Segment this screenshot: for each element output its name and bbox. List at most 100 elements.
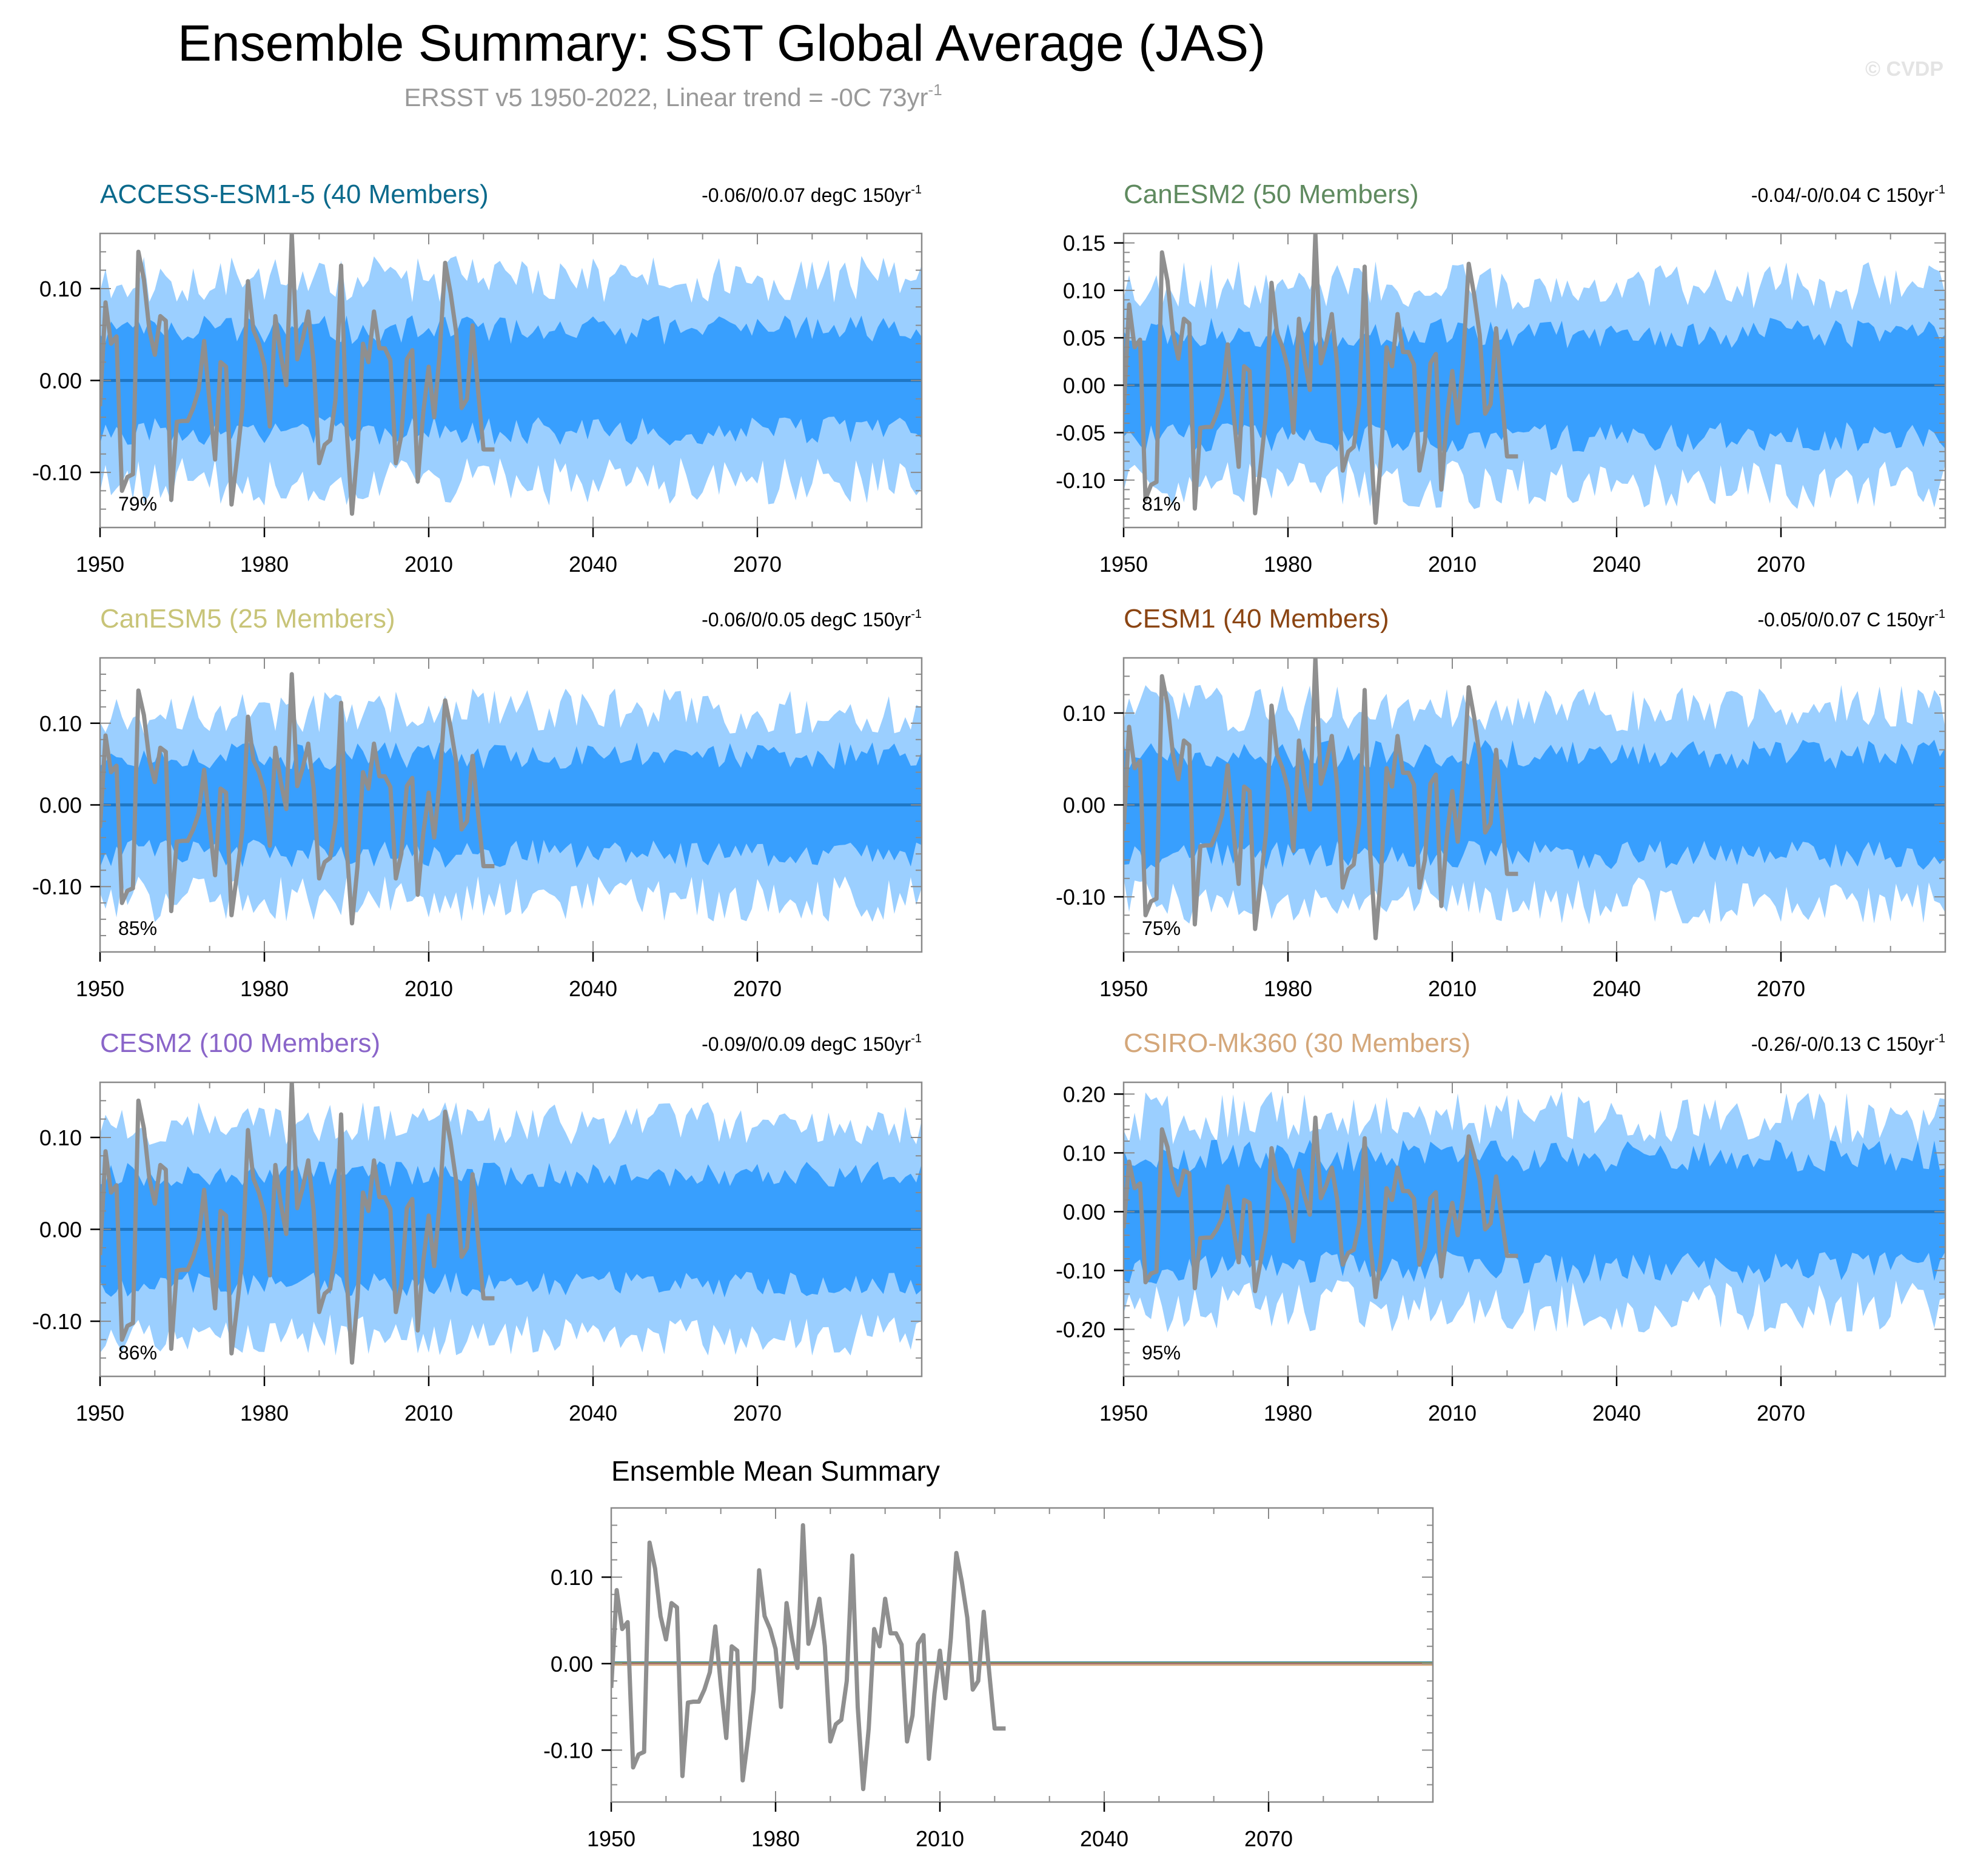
ytick-label: -0.10 <box>543 1738 593 1763</box>
ytick-label: -0.10 <box>32 874 82 899</box>
obs-line-csiro <box>1124 1115 1518 1299</box>
xtick-label: 1980 <box>240 976 289 1001</box>
xtick-label: 2010 <box>404 552 453 577</box>
xtick-label: 2070 <box>733 976 782 1001</box>
ytick-label: 0.10 <box>39 276 82 301</box>
xtick-label: 2010 <box>1428 976 1477 1001</box>
xtick-label: 2010 <box>404 1401 453 1425</box>
ytick-label: -0.05 <box>1056 421 1105 446</box>
ytick-label: 0.10 <box>1063 701 1105 726</box>
ytick-label: 0.10 <box>1063 278 1105 303</box>
xtick-label: 2070 <box>733 1401 782 1425</box>
xtick-label: 2040 <box>569 976 617 1001</box>
ytick-label: 0.00 <box>39 793 82 818</box>
panel-canesm2: 1950 1980 2010 2040 2070 -0.10 -0.05 0.00 0.05 0.… <box>1056 179 1946 577</box>
percent-label: 85% <box>118 917 157 939</box>
xtick-label: 2040 <box>1080 1826 1128 1851</box>
xtick-label: 1980 <box>1264 1401 1312 1425</box>
trend-label-text: -0.26/-0/0.13 C 150yr <box>1751 1033 1935 1055</box>
ytick-label: -0.10 <box>1056 468 1105 493</box>
panel-title: Ensemble Mean Summary <box>611 1455 940 1487</box>
percent-label: 81% <box>1142 493 1181 515</box>
plot-area-csiro <box>1124 1091 1945 1333</box>
ytick-label: -0.10 <box>1056 885 1105 910</box>
ytick-label: 0.00 <box>39 1218 82 1242</box>
percent-label: 79% <box>118 493 157 515</box>
trend-label-text: -0.06/0/0.05 degC 150yr <box>702 609 911 631</box>
watermark: © CVDP <box>1865 58 1943 81</box>
xtick-label: 1950 <box>76 1401 124 1425</box>
trend-label-text: -0.05/0/0.07 C 150yr <box>1757 609 1934 631</box>
trend-label-sup: -1 <box>911 608 922 621</box>
xtick-label: 2040 <box>1592 976 1641 1001</box>
ytick-label: 0.05 <box>1063 326 1105 350</box>
xtick-label: 1980 <box>751 1826 800 1851</box>
xtick-label: 1950 <box>76 976 124 1001</box>
obs-line-canesm2 <box>1124 233 1518 525</box>
panel-title: CESM1 (40 Members) <box>1124 604 1389 634</box>
xtick-label: 1980 <box>1264 976 1312 1001</box>
panel-title: CanESM5 (25 Members) <box>100 604 395 634</box>
percent-label: 75% <box>1142 917 1181 939</box>
trend-label-sup: -1 <box>1934 183 1945 196</box>
frame-mean <box>610 1507 1434 1803</box>
plot-area-access <box>100 233 922 516</box>
xtick-label: 1980 <box>240 552 289 577</box>
obs-line-mean <box>611 1523 1006 1792</box>
xtick-label: 2040 <box>569 552 617 577</box>
ytick-label: -0.20 <box>1056 1317 1105 1342</box>
trend-label: -0.06/0/0.07 degC 150yr-1 <box>702 183 922 206</box>
xtick-label: 2070 <box>1244 1826 1293 1851</box>
xtick-label: 1980 <box>240 1401 289 1425</box>
obs-line-cesm2 <box>100 1082 495 1365</box>
ytick-label: 0.00 <box>551 1652 593 1677</box>
xtick-label: 2070 <box>1757 1401 1805 1425</box>
ytick-label: 0.10 <box>551 1565 593 1590</box>
ytick-label: -0.10 <box>32 1309 82 1334</box>
xtick-label: 2070 <box>1757 976 1805 1001</box>
obs-line-canesm5 <box>100 672 495 926</box>
trend-label: -0.05/0/0.07 C 150yr-1 <box>1757 608 1945 631</box>
xtick-label: 2010 <box>1428 1401 1477 1425</box>
figure-subtitle-sup: -1 <box>928 81 942 99</box>
plot-area-canesm5 <box>100 672 922 926</box>
plot-area-canesm2 <box>1124 233 1945 525</box>
figure-subtitle-text: ERSST v5 1950-2022, Linear trend = -0C 7… <box>404 83 928 112</box>
trend-label: -0.06/0/0.05 degC 150yr-1 <box>702 608 922 631</box>
frame-csiro <box>1122 1081 1946 1378</box>
panel-csiro: 1950 1980 2010 2040 2070 -0.20 -0.10 0.00 0.10 0.… <box>1056 1028 1946 1425</box>
panel-cesm2: 1950 1980 2010 2040 2070 -0.10 0.00 0.10 CESM2 (… <box>32 1028 923 1425</box>
trend-label-sup: -1 <box>1934 1032 1945 1045</box>
xtick-label: 2040 <box>569 1401 617 1425</box>
trend-label: -0.04/-0/0.04 C 150yr-1 <box>1751 183 1945 206</box>
panels: 1950 1980 2010 2040 2070 -0.10 0.00 0.10 ACCESS-… <box>32 179 1946 1851</box>
ytick-label: -0.10 <box>32 460 82 485</box>
panel-title: CSIRO-Mk360 (30 Members) <box>1124 1028 1470 1058</box>
ytick-label: 0.15 <box>1063 231 1105 256</box>
panel-title: ACCESS-ESM1-5 (40 Members) <box>100 179 489 209</box>
xtick-label: 2040 <box>1592 1401 1641 1425</box>
trend-label-sup: -1 <box>911 183 922 196</box>
plot-area-mean <box>611 1523 1433 1792</box>
figure-title: Ensemble Summary: SST Global Average (JA… <box>178 15 1266 72</box>
xtick-label: 1950 <box>1099 976 1148 1001</box>
xtick-label: 2010 <box>404 976 453 1001</box>
ytick-label: 0.10 <box>1063 1141 1105 1165</box>
ytick-label: 0.10 <box>39 711 82 736</box>
obs-line-access <box>100 233 495 516</box>
ytick-label: 0.10 <box>39 1125 82 1150</box>
ytick-label: -0.10 <box>1056 1258 1105 1283</box>
xtick-label: 2010 <box>916 1826 964 1851</box>
panel-access: 1950 1980 2010 2040 2070 -0.10 0.00 0.10 ACCESS-… <box>32 179 923 577</box>
panel-title: CanESM2 (50 Members) <box>1124 179 1419 209</box>
trend-label: -0.09/0/0.09 degC 150yr-1 <box>702 1032 922 1055</box>
panel-canesm5: 1950 1980 2010 2040 2070 -0.10 0.00 0.10 CanESM5… <box>32 604 923 1001</box>
trend-label-text: -0.09/0/0.09 degC 150yr <box>702 1033 911 1055</box>
xtick-label: 1950 <box>1099 552 1148 577</box>
trend-label-sup: -1 <box>1934 608 1945 621</box>
panel-cesm1: 1950 1980 2010 2040 2070 -0.10 0.00 0.10 CESM1 (… <box>1056 604 1946 1001</box>
xtick-label: 1950 <box>587 1826 635 1851</box>
panel-title: CESM2 (100 Members) <box>100 1028 380 1058</box>
trend-label-sup: -1 <box>911 1032 922 1045</box>
trend-label: -0.26/-0/0.13 C 150yr-1 <box>1751 1032 1945 1055</box>
